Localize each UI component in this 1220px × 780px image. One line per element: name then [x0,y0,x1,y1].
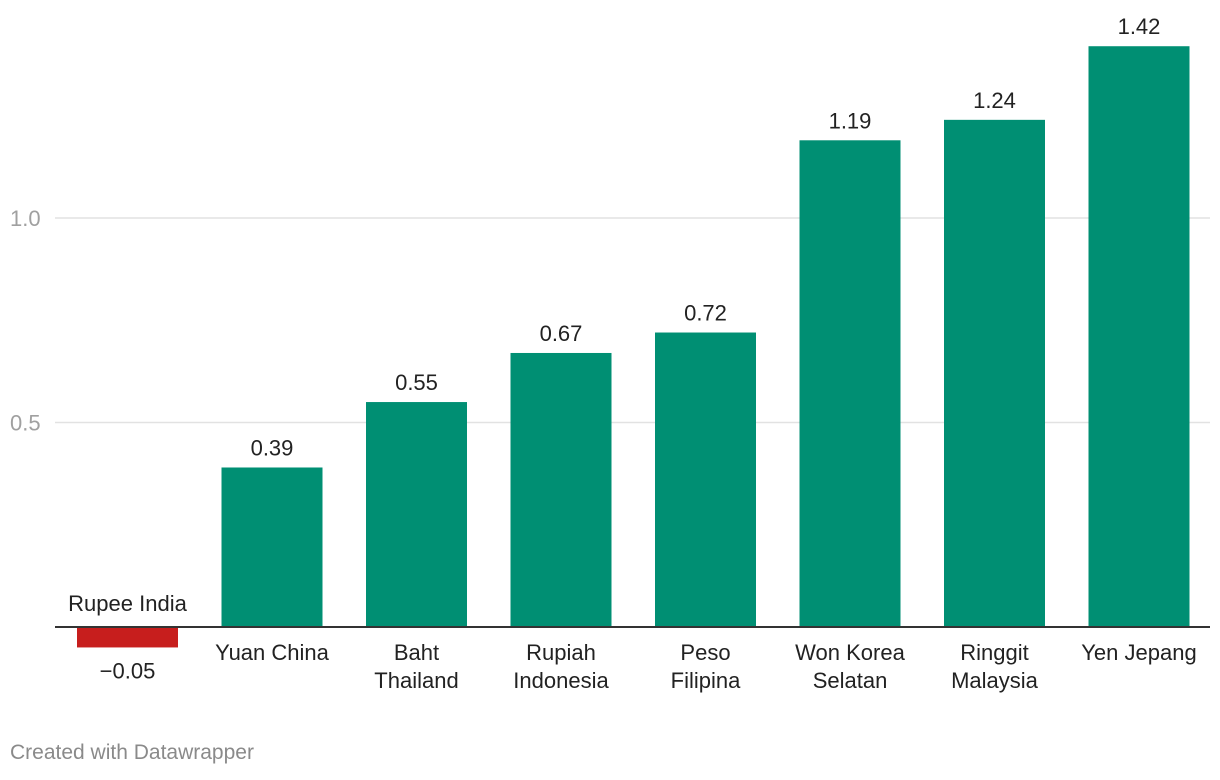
value-label: 0.72 [684,301,727,326]
category-label: Indonesia [513,668,609,693]
bar-chart: 0.5 1.0 −0.05 Rupee India 0.39 Yuan China 0.55… [10,14,1210,693]
category-label: Filipina [671,668,741,693]
bar [799,140,901,628]
category-label: Selatan [813,668,888,693]
category-label: Yen Jepang [1081,640,1196,665]
category-label: Thailand [374,668,458,693]
bar [221,467,323,627]
value-label: 0.67 [540,321,583,346]
category-label: Won Korea [795,640,905,665]
category-label: Rupee India [68,591,187,616]
bar [1088,46,1190,628]
category-label: Peso [680,640,730,665]
value-label: 1.19 [829,108,872,133]
y-tick-label: 0.5 [10,411,41,436]
category-label: Rupiah [526,640,596,665]
category-label: Yuan China [215,640,330,665]
credit-footer: Created with Datawrapper [10,741,254,764]
category-label: Malaysia [951,668,1039,693]
y-tick-label: 1.0 [10,206,41,231]
value-label: −0.05 [100,658,156,683]
value-label: 0.39 [251,435,294,460]
bar [510,352,612,627]
value-label: 0.55 [395,370,438,395]
category-label: Baht [394,640,439,665]
category-label: Ringgit [960,640,1028,665]
bar [77,627,178,648]
value-label: 1.24 [973,88,1016,113]
bar [944,119,1045,627]
bar [655,332,756,627]
bar [366,402,467,627]
value-label: 1.42 [1118,14,1161,39]
